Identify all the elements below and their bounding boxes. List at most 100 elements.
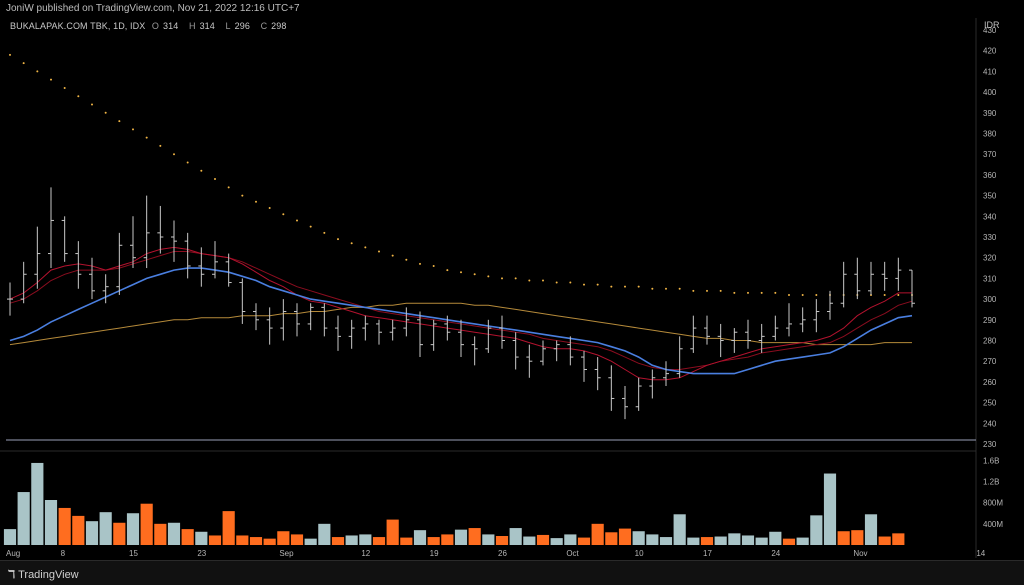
moving-averages xyxy=(9,246,913,381)
volume-bar xyxy=(591,523,604,545)
dotted-ma-point xyxy=(36,70,39,73)
tradingview-brand[interactable]: ℸ TradingView xyxy=(8,569,79,581)
ohlc-bar xyxy=(676,336,683,378)
volume-bar xyxy=(755,537,768,545)
symbol-legend[interactable]: BUKALAPAK.COM TBK, 1D, IDX O 314 H 314 L 29… xyxy=(10,21,295,31)
symbol-name: BUKALAPAK.COM TBK, 1D, IDX xyxy=(10,21,146,31)
time-tick-label: 24 xyxy=(771,549,780,558)
ohlc-bar xyxy=(143,195,150,269)
volume-bar xyxy=(632,531,645,545)
price-axis[interactable]: 230 240 250 260 270 280 290 300 310 320 330 340 350 3… xyxy=(983,26,997,449)
ohlc-bar xyxy=(758,323,765,353)
dotted-ma-point xyxy=(760,291,763,294)
ohlc-bar xyxy=(799,307,806,333)
price-tick-label: 330 xyxy=(983,233,997,242)
ohlc-bar xyxy=(430,319,437,351)
volume-bar xyxy=(441,534,454,545)
volume-bar xyxy=(728,533,741,545)
volume-bars xyxy=(3,462,905,545)
dotted-ma-point xyxy=(460,271,462,274)
dotted-ma-point xyxy=(268,207,271,210)
ohlc-bar xyxy=(171,220,177,262)
dotted-ma-point xyxy=(610,285,613,288)
dotted-ma-point xyxy=(145,136,148,139)
dotted-ma-point xyxy=(323,231,326,234)
ohlc-bar xyxy=(157,205,164,254)
dotted-ma-point xyxy=(801,293,804,296)
dotted-ma-point xyxy=(637,285,640,288)
dotted-ma-point xyxy=(378,250,380,253)
volume-bar xyxy=(769,531,782,545)
price-tick-label: 350 xyxy=(983,192,997,201)
dotted-ma-point xyxy=(528,279,531,282)
time-tick-label: Sep xyxy=(279,549,294,558)
time-tick-label: 14 xyxy=(976,549,985,558)
dotted-ma-point xyxy=(173,153,175,156)
price-tick-label: 430 xyxy=(983,26,997,35)
ohlc-bar xyxy=(540,340,546,366)
volume-bar xyxy=(796,537,809,545)
ohlc-bar xyxy=(485,319,492,353)
volume-bar xyxy=(31,462,44,545)
dotted-ma-point xyxy=(350,242,353,245)
dotted-ma-point xyxy=(296,219,298,222)
volume-bar xyxy=(509,528,522,545)
dotted-ma-point xyxy=(665,287,667,290)
time-tick-label: 23 xyxy=(197,549,206,558)
dotted-ma-point xyxy=(747,291,749,294)
dotted-ma-point xyxy=(514,277,517,280)
volume-bar xyxy=(208,535,222,545)
ohlc-bar xyxy=(239,278,246,324)
volume-bar xyxy=(167,522,181,545)
ohlc-bar xyxy=(909,269,915,308)
dotted-ma-point xyxy=(706,289,708,292)
tradingview-logo-icon: ℸ xyxy=(8,569,16,581)
ohlc-bar xyxy=(307,303,314,331)
ohlc-bar xyxy=(704,315,710,345)
volume-bar xyxy=(700,537,714,545)
ohlc-bar xyxy=(376,319,382,345)
volume-bar xyxy=(851,530,864,545)
volume-bar xyxy=(482,534,495,545)
ohlc-bar xyxy=(212,241,218,279)
dotted-ma-point xyxy=(473,273,476,276)
volume-bar xyxy=(413,530,427,545)
dotted-ma-point xyxy=(432,264,435,267)
price-tick-label: 420 xyxy=(983,47,997,56)
volume-bar xyxy=(345,535,358,545)
volume-bar xyxy=(126,513,140,545)
ohlc-bar xyxy=(471,336,478,366)
ohlc-bar xyxy=(294,303,300,337)
dotted-ma-point xyxy=(733,291,736,294)
ohlc-bar xyxy=(130,216,136,269)
ohlc-bar xyxy=(772,315,779,341)
price-tick-label: 260 xyxy=(983,378,997,387)
price-tick-label: 280 xyxy=(983,337,997,346)
ohlc-bar xyxy=(389,319,396,341)
volume-bar xyxy=(181,529,194,545)
dotted-ma-point xyxy=(405,258,408,261)
price-tick-label: 240 xyxy=(983,419,997,428)
time-axis[interactable]: Aug81523Sep121926Oct101724Nov1421 xyxy=(6,549,1024,558)
volume-bar xyxy=(605,532,618,545)
time-tick-label: 10 xyxy=(635,549,644,558)
volume-bar xyxy=(427,537,440,545)
ohlc-bar xyxy=(690,315,697,353)
dotted-ma-point xyxy=(446,269,449,272)
volume-bar xyxy=(892,533,905,545)
ohlc-bar xyxy=(225,253,232,287)
ohlc-bar xyxy=(512,332,519,370)
ohlc-bar xyxy=(868,261,874,295)
currency-label: IDR xyxy=(984,20,1000,30)
ohlc-bar xyxy=(266,307,273,345)
ohlc-bar xyxy=(417,311,423,358)
dotted-ma-point xyxy=(118,120,121,123)
dotted-ma-point xyxy=(487,275,490,278)
ohlc-bar xyxy=(403,307,410,337)
ohlc-bar xyxy=(581,350,587,382)
volume-bar xyxy=(810,515,823,545)
volume-bar xyxy=(331,537,345,545)
price-chart[interactable]: 230 240 250 260 270 280 290 300 310 320 330 340 350 3… xyxy=(0,0,1024,560)
volume-bar xyxy=(290,534,304,545)
ohlc-bar xyxy=(840,261,847,308)
